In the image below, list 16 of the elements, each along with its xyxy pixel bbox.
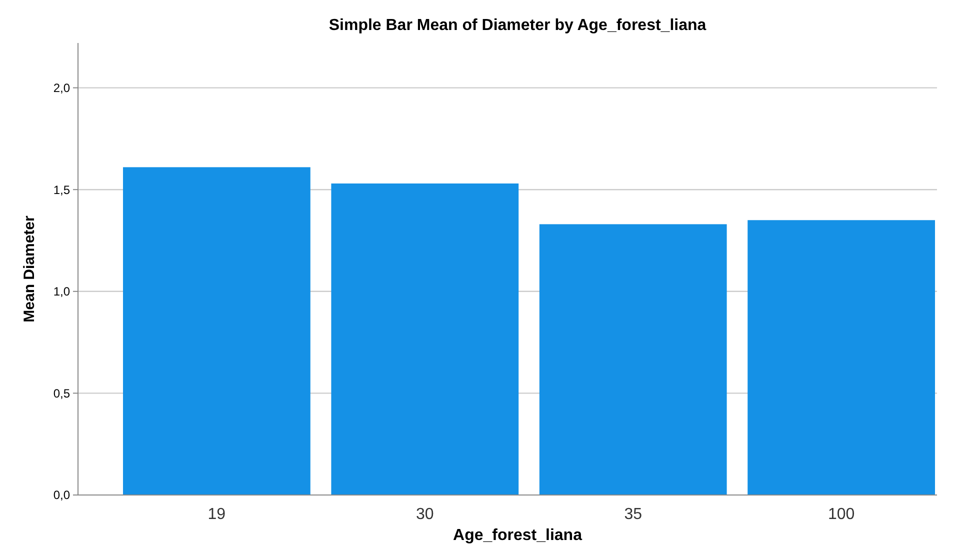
x-axis-title: Age_forest_liana [453, 527, 582, 544]
chart-title: Simple Bar Mean of Diameter by Age_forest_liana [328, 17, 706, 34]
x-tick-label: 35 [624, 506, 642, 523]
y-tick-label: 2,0 [53, 80, 70, 95]
bar [331, 183, 519, 495]
y-tick-label: 1,0 [53, 284, 70, 299]
x-tick-label: 19 [208, 506, 226, 523]
bar [539, 224, 727, 495]
y-tick-label: 0,5 [53, 386, 70, 400]
y-axis-title: Mean Diameter [21, 215, 38, 322]
x-tick-label: 30 [416, 506, 434, 523]
bar [748, 220, 935, 495]
bar [123, 167, 310, 495]
x-tick-label: 100 [828, 506, 855, 523]
y-tick-label: 0,0 [53, 488, 70, 502]
y-tick-label: 1,5 [53, 182, 70, 197]
